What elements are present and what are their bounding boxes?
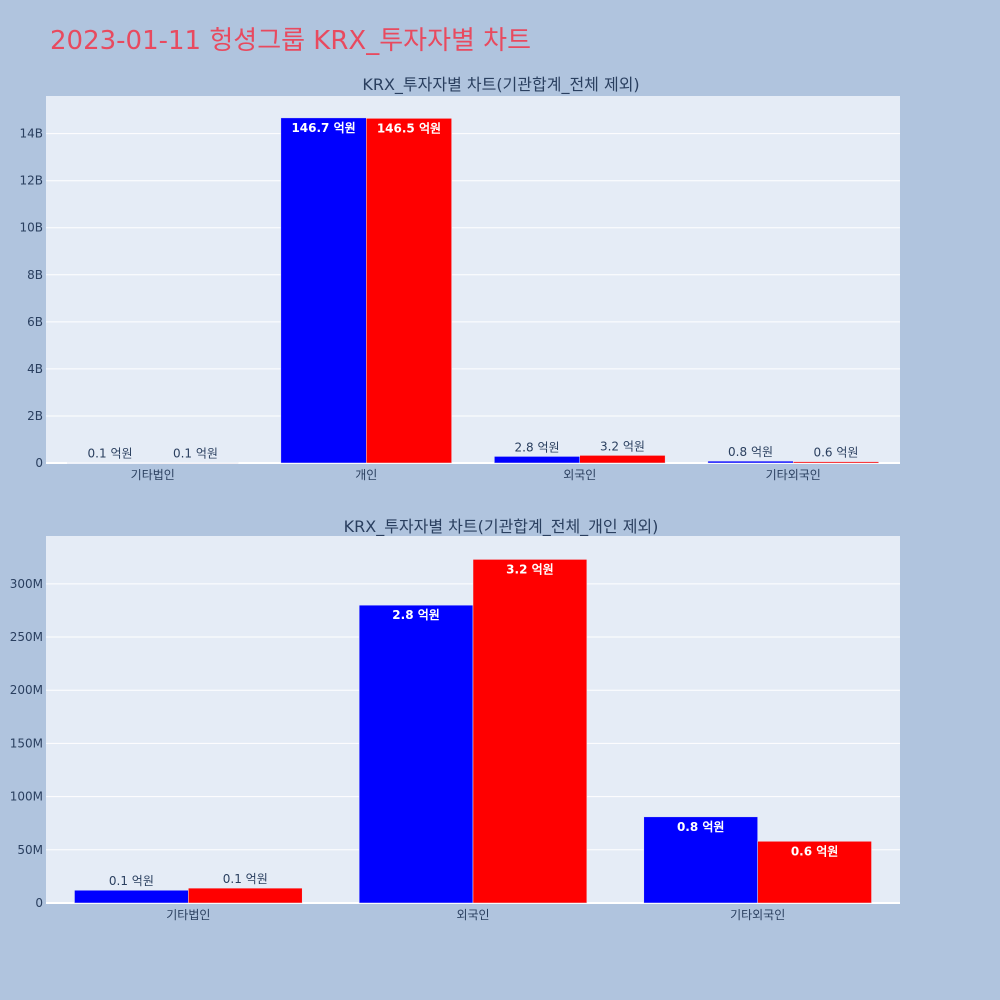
y-tick-label: 150M (10, 736, 43, 750)
bar-data-label: 0.1 억원 (109, 874, 154, 888)
x-tick-label: 기타외국인 (730, 908, 785, 922)
y-tick-label: 0 (35, 896, 43, 910)
bar-data-label: 146.7 억원 (291, 121, 355, 135)
bar (757, 841, 872, 904)
x-tick-label: 개인 (355, 468, 377, 482)
bar-data-label: 2.8 억원 (515, 440, 560, 454)
x-tick-label: 외국인 (456, 908, 489, 922)
x-tick-label: 기타외국인 (766, 468, 821, 482)
y-tick-label: 6B (27, 315, 43, 329)
y-tick-label: 300M (10, 577, 43, 591)
x-tick-label: 기타법인 (131, 468, 175, 482)
bar (280, 117, 367, 464)
chart-title: KRX_투자자별 차트(기관합계_전체 제외) (362, 75, 639, 95)
y-tick-label: 4B (27, 362, 43, 376)
bar (494, 456, 581, 464)
bar-data-label: 3.2 억원 (506, 562, 554, 576)
bar (358, 604, 474, 904)
bar-data-label: 0.6 억원 (791, 844, 839, 858)
bar (643, 816, 758, 904)
y-tick-label: 200M (10, 683, 43, 697)
plot-area (46, 96, 900, 463)
y-tick-label: 250M (10, 630, 43, 644)
bar (793, 461, 879, 464)
y-tick-label: 8B (27, 268, 43, 282)
bar (74, 889, 189, 904)
bar-data-label: 0.1 억원 (173, 447, 218, 461)
bar (152, 462, 239, 464)
x-tick-label: 외국인 (563, 468, 596, 482)
bar-data-label: 0.1 억원 (223, 872, 268, 886)
bar-data-label: 146.5 억원 (377, 121, 441, 135)
bar-data-label: 0.8 억원 (728, 445, 773, 459)
bar (472, 559, 588, 904)
bar-data-label: 2.8 억원 (392, 608, 440, 622)
y-tick-label: 0 (35, 456, 43, 470)
bar-data-label: 3.2 억원 (600, 439, 645, 453)
bar-data-label: 0.1 억원 (88, 447, 133, 461)
bar (707, 460, 794, 464)
bar (188, 887, 303, 904)
page-title: 2023-01-11 헝셩그룹 KRX_투자자별 차트 (50, 26, 532, 56)
x-tick-label: 기타법인 (166, 908, 210, 922)
bar (579, 455, 666, 464)
chart-title: KRX_투자자별 차트(기관합계_전체_개인 제외) (344, 517, 659, 537)
y-tick-label: 14B (19, 127, 43, 141)
y-tick-label: 50M (17, 843, 43, 857)
bar (67, 462, 153, 464)
bar (366, 118, 452, 464)
y-tick-label: 10B (19, 221, 43, 235)
bar-data-label: 0.6 억원 (813, 446, 858, 460)
y-tick-label: 100M (10, 790, 43, 804)
bar-data-label: 0.8 억원 (677, 820, 725, 834)
chart-top: KRX_투자자별 차트(기관합계_전체 제외) 0 2B 4B 6B 8B 10B 12B 14… (19, 75, 900, 482)
chart-bottom: KRX_투자자별 차트(기관합계_전체_개인 제외) 0 50M 100M 150M 20… (10, 517, 900, 922)
y-tick-label: 2B (27, 409, 43, 423)
y-tick-label: 12B (19, 174, 43, 188)
